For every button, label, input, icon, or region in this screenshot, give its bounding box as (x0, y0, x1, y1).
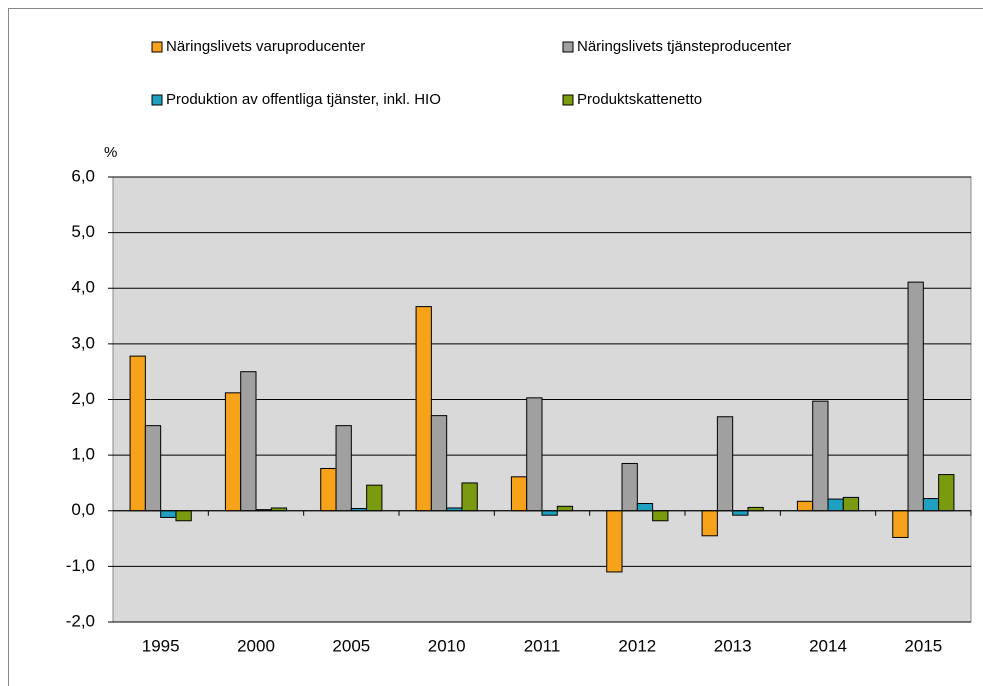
bar (541, 510, 558, 516)
bar (827, 498, 844, 512)
bar (842, 496, 860, 512)
y-tick-label: 6,0 (71, 166, 95, 185)
x-tick-label: 2010 (428, 636, 466, 655)
bar (510, 476, 528, 512)
bar (224, 392, 242, 512)
bar (430, 415, 448, 512)
bar (129, 355, 146, 512)
bar (144, 425, 162, 512)
bar (812, 400, 829, 512)
y-axis-label: % (104, 144, 117, 161)
x-tick-label: 2000 (237, 636, 275, 655)
x-tick-label: 2014 (809, 636, 847, 655)
bar (621, 462, 638, 512)
legend-label: Näringslivets varuproducenter (166, 38, 365, 55)
y-tick-label: 2,0 (71, 389, 95, 408)
bar (366, 484, 383, 512)
legend-label: Produktion av offentliga tjänster, inkl.… (166, 91, 441, 108)
y-tick-label: 3,0 (71, 333, 95, 352)
bar (556, 505, 574, 512)
legend-swatch (562, 41, 574, 53)
y-tick-label: 1,0 (71, 445, 95, 464)
x-tick-label: 2011 (524, 636, 561, 655)
x-tick-label: 2005 (332, 636, 370, 655)
bar (907, 281, 924, 512)
bar (892, 510, 909, 538)
x-tick-label: 1995 (142, 636, 180, 655)
x-tick-label: 2013 (714, 636, 752, 655)
legend-label: Näringslivets tjänsteproducenter (577, 38, 791, 55)
bar (160, 510, 177, 518)
y-tick-label: 0,0 (71, 500, 95, 519)
bar (175, 510, 192, 522)
legend-swatch (151, 94, 163, 106)
x-tick-label: 2012 (618, 636, 656, 655)
bar (652, 510, 669, 522)
bar (716, 416, 734, 512)
y-tick-label: -2,0 (66, 611, 95, 630)
bar (335, 425, 352, 512)
bar (320, 467, 337, 512)
legend-swatch (562, 94, 574, 106)
bar (240, 371, 257, 512)
bar (732, 510, 749, 516)
bar (938, 474, 955, 512)
bar (701, 510, 718, 537)
bar (922, 498, 940, 512)
bar (461, 482, 478, 512)
bar (415, 306, 432, 512)
bar (636, 503, 654, 512)
bar (526, 397, 543, 512)
y-tick-label: -1,0 (66, 556, 95, 575)
x-tick-label: 2015 (904, 636, 942, 655)
legend-swatch (151, 41, 163, 53)
legend-label: Produktskattenetto (577, 91, 702, 108)
bar (747, 506, 764, 512)
y-tick-label: 5,0 (71, 222, 95, 241)
y-tick-label: 4,0 (71, 278, 95, 297)
bar (606, 510, 623, 573)
bar (796, 500, 814, 512)
